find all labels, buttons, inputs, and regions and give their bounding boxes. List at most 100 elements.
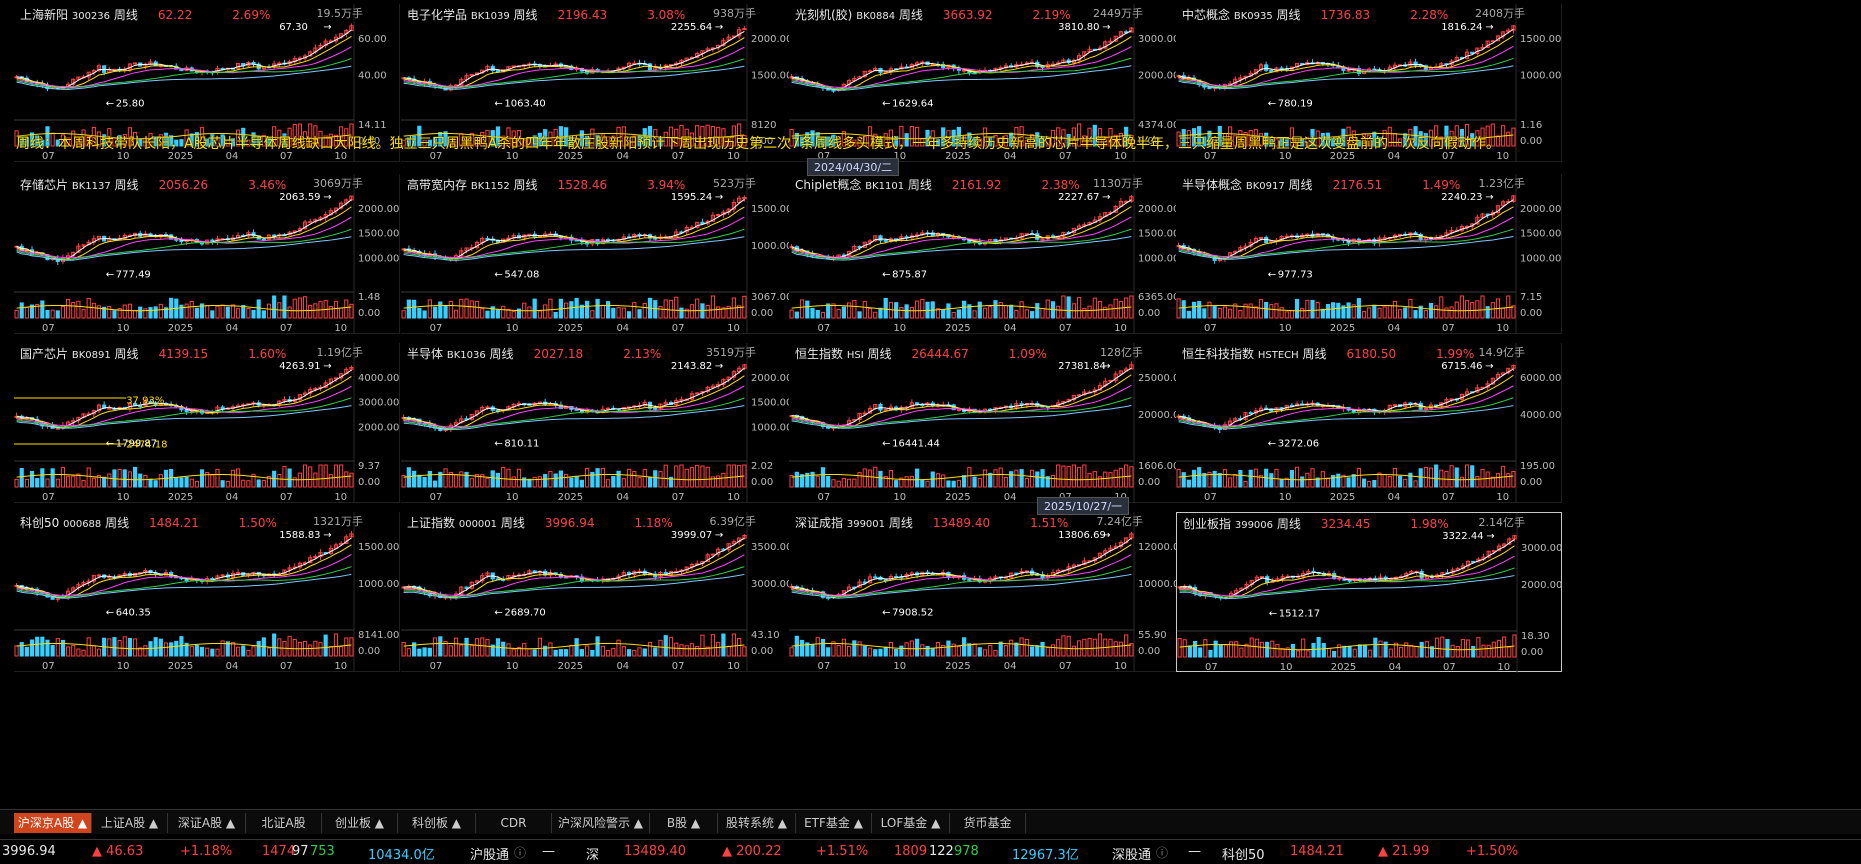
low-arrow: ← xyxy=(494,99,502,110)
candle-body xyxy=(107,576,112,579)
moving-average-line xyxy=(1179,567,1515,598)
sgt-label[interactable]: 深股通 xyxy=(1112,848,1152,863)
volume-bar xyxy=(1092,638,1097,657)
chart-panel[interactable]: 2000.00 1500.00 1000.00 1.48 0.00 07 10 2025 04 0… xyxy=(14,174,400,334)
volume-bar xyxy=(1321,643,1326,658)
chart-panel[interactable]: 4000.00 3000.00 2000.00 9.37 0.00 07 10 2025 04 0… xyxy=(14,343,400,503)
candle-body xyxy=(742,534,747,539)
chart-panel[interactable]: 2000.00 1500.00 1000.00 6365.00 0.00 07 10 2025… xyxy=(789,174,1180,334)
volume-bar xyxy=(438,471,443,488)
chart-grid: 60.00 40.00 14.11 0.00 07 10 2025 04 07 10 67.30 → ←… xyxy=(14,4,1563,673)
chart-panel[interactable]: 3000.00 2000.00 4374.00 0.00 07 10 2025 04 07 10 3… xyxy=(789,4,1180,162)
chart-panel[interactable]: 1500.00 1000.00 1.16 0.00 07 10 2025 04 07 10 1816… xyxy=(1176,4,1562,162)
market-tab[interactable]: ETF基金 ▲ xyxy=(796,813,872,833)
market-tab[interactable]: 深证A股 ▲ xyxy=(168,813,246,833)
change-percent: 1.98% xyxy=(1410,517,1449,531)
price-axis-label: 1000.00 xyxy=(1138,253,1179,264)
volume-bar xyxy=(1306,650,1311,658)
volume-bar xyxy=(977,647,982,657)
hgt-label[interactable]: 沪股通 xyxy=(470,848,510,863)
market-tab[interactable]: 上证A股 ▲ xyxy=(92,813,168,833)
market-tab[interactable]: B股 ▲ xyxy=(650,813,718,833)
moving-average-line xyxy=(16,544,352,598)
price-axis-label: 2000.00 xyxy=(751,34,792,45)
market-tab[interactable]: 沪深风险警示 ▲ xyxy=(552,813,650,833)
security-code: BK0917 xyxy=(1245,181,1285,192)
market-tab[interactable]: 股转系统 ▲ xyxy=(718,813,796,833)
market-tab[interactable]: 北证A股 xyxy=(246,813,322,833)
moving-average-line xyxy=(791,206,1132,259)
volume-bar xyxy=(297,297,302,319)
candle-body xyxy=(731,541,737,545)
moving-average-line xyxy=(16,397,352,428)
market-tab[interactable]: 创业板 ▲ xyxy=(322,813,398,833)
security-name: 光刻机(胶) xyxy=(795,8,853,22)
chart-panel[interactable]: 1500.00 1000.00 3067.00 0.00 07 10 2025 04 07 10 1… xyxy=(401,174,793,334)
volume-bar xyxy=(1040,641,1045,657)
market-tab[interactable]: LOF基金 ▲ xyxy=(872,813,950,833)
chart-panel[interactable]: 2000.00 1500.00 1000.00 7.15 0.00 07 10 2025 04 0… xyxy=(1176,174,1562,334)
volume-bar xyxy=(982,649,988,657)
volume-bar xyxy=(1097,476,1103,488)
moving-average-line xyxy=(403,573,745,599)
volume-bar xyxy=(726,645,731,657)
volume-bar xyxy=(1351,130,1356,147)
volume-bar xyxy=(1040,469,1045,488)
info-circle-icon-2[interactable]: ⓘ xyxy=(1156,846,1169,860)
chart-panel[interactable]: 6000.00 4000.00 195.00 0.00 07 10 2025 04 07 10 67… xyxy=(1176,343,1562,503)
change-percent: 1.51% xyxy=(1030,516,1069,530)
volume-bar xyxy=(543,474,548,488)
volume-bar xyxy=(1388,648,1393,658)
volume-bar xyxy=(579,649,584,657)
volume-bar xyxy=(117,135,122,147)
info-circle-icon[interactable]: ⓘ xyxy=(514,846,527,860)
candle-body xyxy=(251,232,256,237)
time-axis-label: 10 xyxy=(117,323,130,334)
chart-panel[interactable]: 25000.0020000.001606.000.000710202504071… xyxy=(789,343,1180,503)
time-axis-label: 07 xyxy=(818,492,831,503)
chart-panel[interactable]: 12000.0010000.0055.900.00071020250407101… xyxy=(789,512,1180,672)
market-tab[interactable]: 科创板 ▲ xyxy=(398,813,476,833)
volume-label: 2.14亿手 xyxy=(1478,516,1526,529)
security-name: 深证成指 xyxy=(795,516,844,530)
volume-bar xyxy=(1289,469,1294,488)
volume-bar xyxy=(29,639,35,657)
market-tab[interactable]: 沪深京A股 ▲ xyxy=(14,813,92,833)
chart-panel[interactable]: 60.00 40.00 14.11 0.00 07 10 2025 04 07 10 67.30 → ←… xyxy=(14,4,400,162)
kline-chart[interactable]: 12000.0010000.0055.900.00071020250407101… xyxy=(789,512,1180,672)
volume-bar xyxy=(1254,638,1259,658)
chart-panel[interactable]: 3000.00 2000.00 18.30 0.00 07 10 2025 04 07 10 332… xyxy=(1176,512,1563,673)
volume-bar xyxy=(333,633,339,657)
chart-panel[interactable]: 2000.00 1500.00 1000.00 2.02 0.00 07 10 2025 04 0… xyxy=(401,343,793,503)
volume-bar xyxy=(695,464,700,488)
chart-panel[interactable]: 3500.00 3000.00 43.10 0.00 07 10 2025 04 07 10 399… xyxy=(401,512,793,672)
market-tab[interactable]: 货币基金 xyxy=(950,813,1026,833)
status-bar: 3996.94 ▲ 46.63 +1.18% 1474 97 753 10434… xyxy=(0,839,1861,864)
market-tab[interactable]: CDR xyxy=(476,813,552,833)
chart-panel[interactable]: 1500.00 1000.00 8141.00 0.00 07 10 2025 04 07 10 1… xyxy=(14,512,400,672)
kline-chart[interactable]: 25000.0020000.001606.000.000710202504071… xyxy=(789,343,1180,503)
security-code: BK0935 xyxy=(1233,11,1273,22)
time-axis-label: 07 xyxy=(42,492,55,503)
volume-bar xyxy=(96,475,102,488)
volume-bar xyxy=(148,478,153,488)
volume-bar xyxy=(1244,643,1249,658)
moving-average-line xyxy=(791,57,1132,90)
volume-bar xyxy=(1351,304,1356,319)
price-axis-label: 1500.00 xyxy=(358,229,399,240)
volume-bar xyxy=(1495,135,1501,147)
